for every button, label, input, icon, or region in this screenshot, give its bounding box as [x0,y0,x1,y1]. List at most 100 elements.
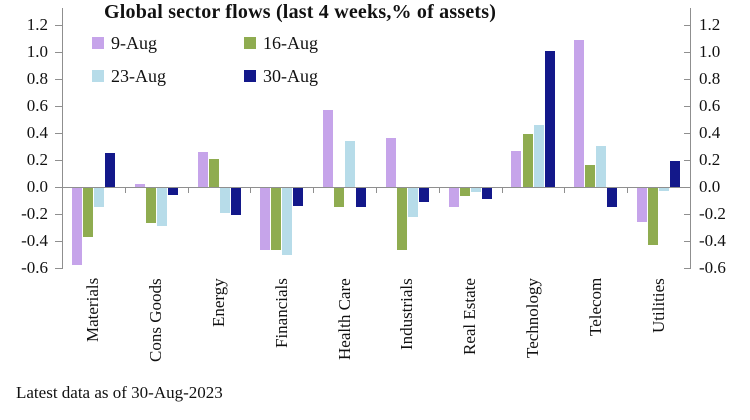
y-axis-label-right: -0.4 [699,231,726,250]
bar-16-Aug-Real Estate [460,187,470,196]
bar-9-Aug-Industrials [386,138,396,187]
y-tick-right [684,241,690,242]
x-boundary-tick [376,188,377,193]
x-boundary-tick [564,188,565,193]
bar-23-Aug-Industrials [408,187,418,217]
bar-16-Aug-Cons Goods [146,187,156,223]
y-axis-label-right: 1.0 [699,42,721,61]
bar-16-Aug-Energy [209,159,219,187]
bar-23-Aug-Energy [220,187,230,213]
bar-9-Aug-Financials [260,187,270,250]
x-boundary-tick [502,188,503,193]
bar-30-Aug-Energy [231,187,241,215]
x-boundary-tick [125,188,126,193]
bar-16-Aug-Telecom [585,165,595,187]
bar-16-Aug-Materials [83,187,93,237]
x-boundary-tick [250,188,251,193]
bar-16-Aug-Financials [271,187,281,250]
bar-9-Aug-Utilities [637,187,647,222]
y-tick-right [684,268,690,269]
category-label-industrials: Industrials [397,278,416,350]
y-axis-label-right: 0.8 [699,69,721,88]
y-axis-label-right: 1.2 [699,15,721,34]
bar-30-Aug-Financials [293,187,303,206]
bar-16-Aug-Health Care [334,187,344,207]
bar-30-Aug-Technology [545,51,555,187]
y-tick-left [55,79,62,80]
y-tick-right [684,25,690,26]
bar-23-Aug-Health Care [345,141,355,187]
bar-30-Aug-Materials [105,153,115,187]
y-tick-right [684,79,690,80]
bar-30-Aug-Telecom [607,187,617,207]
bar-16-Aug-Utilities [648,187,658,245]
bar-9-Aug-Cons Goods [135,184,145,187]
bar-23-Aug-Cons Goods [157,187,167,226]
y-tick-left [55,214,62,215]
bar-9-Aug-Health Care [323,110,333,187]
category-label-materials: Materials [83,278,102,343]
zero-baseline [62,187,691,188]
y-tick-left [55,160,62,161]
y-axis-label-left: -0.4 [21,231,48,250]
x-boundary-tick [439,188,440,193]
legend-swatch-30-Aug-icon [244,70,256,82]
y-axis-label-right: 0.4 [699,123,721,142]
y-axis-label-left: 0.8 [26,69,48,88]
y-tick-left [55,241,62,242]
bar-30-Aug-Real Estate [482,187,492,199]
bar-16-Aug-Technology [523,134,533,187]
chart-title: Global sector flows (last 4 weeks,% of a… [104,1,497,23]
y-axis-label-right: 0.0 [699,177,721,196]
y-axis-label-right: 0.2 [699,150,721,169]
legend-swatch-9-Aug-icon [92,37,104,49]
legend-item-16-Aug: 16-Aug [244,33,318,53]
category-label-real-estate: Real Estate [460,278,479,355]
footnote: Latest data as of 30-Aug-2023 [16,383,223,402]
category-label-technology: Technology [523,278,542,359]
bar-30-Aug-Cons Goods [168,187,178,195]
bar-23-Aug-Technology [534,125,544,187]
bar-16-Aug-Industrials [397,187,407,250]
y-axis-label-left: 0.2 [26,150,48,169]
y-tick-right [684,160,690,161]
y-tick-left [55,133,62,134]
y-tick-left [55,187,62,188]
left-axis-line [62,8,63,269]
y-axis-label-left: 1.2 [26,15,48,34]
y-tick-right [684,106,690,107]
legend-label: 23-Aug [111,66,166,86]
y-tick-right [684,214,690,215]
y-tick-left [55,52,62,53]
category-label-energy: Energy [209,278,228,327]
bar-23-Aug-Materials [94,187,104,207]
bar-9-Aug-Technology [511,151,521,187]
bar-23-Aug-Financials [282,187,292,255]
bar-23-Aug-Real Estate [471,187,481,192]
legend-label: 30-Aug [263,66,318,86]
bar-30-Aug-Health Care [356,187,366,207]
category-label-utilities: Utilities [649,278,668,333]
bar-23-Aug-Telecom [596,146,606,187]
x-boundary-tick [627,188,628,193]
x-boundary-tick [62,188,63,193]
legend-item-30-Aug: 30-Aug [244,66,318,86]
y-tick-left [55,25,62,26]
legend-item-9-Aug: 9-Aug [92,33,157,53]
category-label-cons-goods: Cons Goods [146,278,165,362]
y-tick-right [684,52,690,53]
legend-swatch-16-Aug-icon [244,37,256,49]
x-boundary-tick [313,188,314,193]
y-tick-right [684,133,690,134]
y-tick-left [55,106,62,107]
y-axis-label-right: -0.2 [699,204,726,223]
category-label-financials: Financials [272,278,291,348]
y-axis-label-left: 0.6 [26,96,48,115]
legend-swatch-23-Aug-icon [92,70,104,82]
category-label-telecom: Telecom [586,278,605,337]
y-axis-label-left: 0.0 [26,177,48,196]
bar-9-Aug-Energy [198,152,208,187]
legend-item-23-Aug: 23-Aug [92,66,166,86]
x-boundary-tick [188,188,189,193]
